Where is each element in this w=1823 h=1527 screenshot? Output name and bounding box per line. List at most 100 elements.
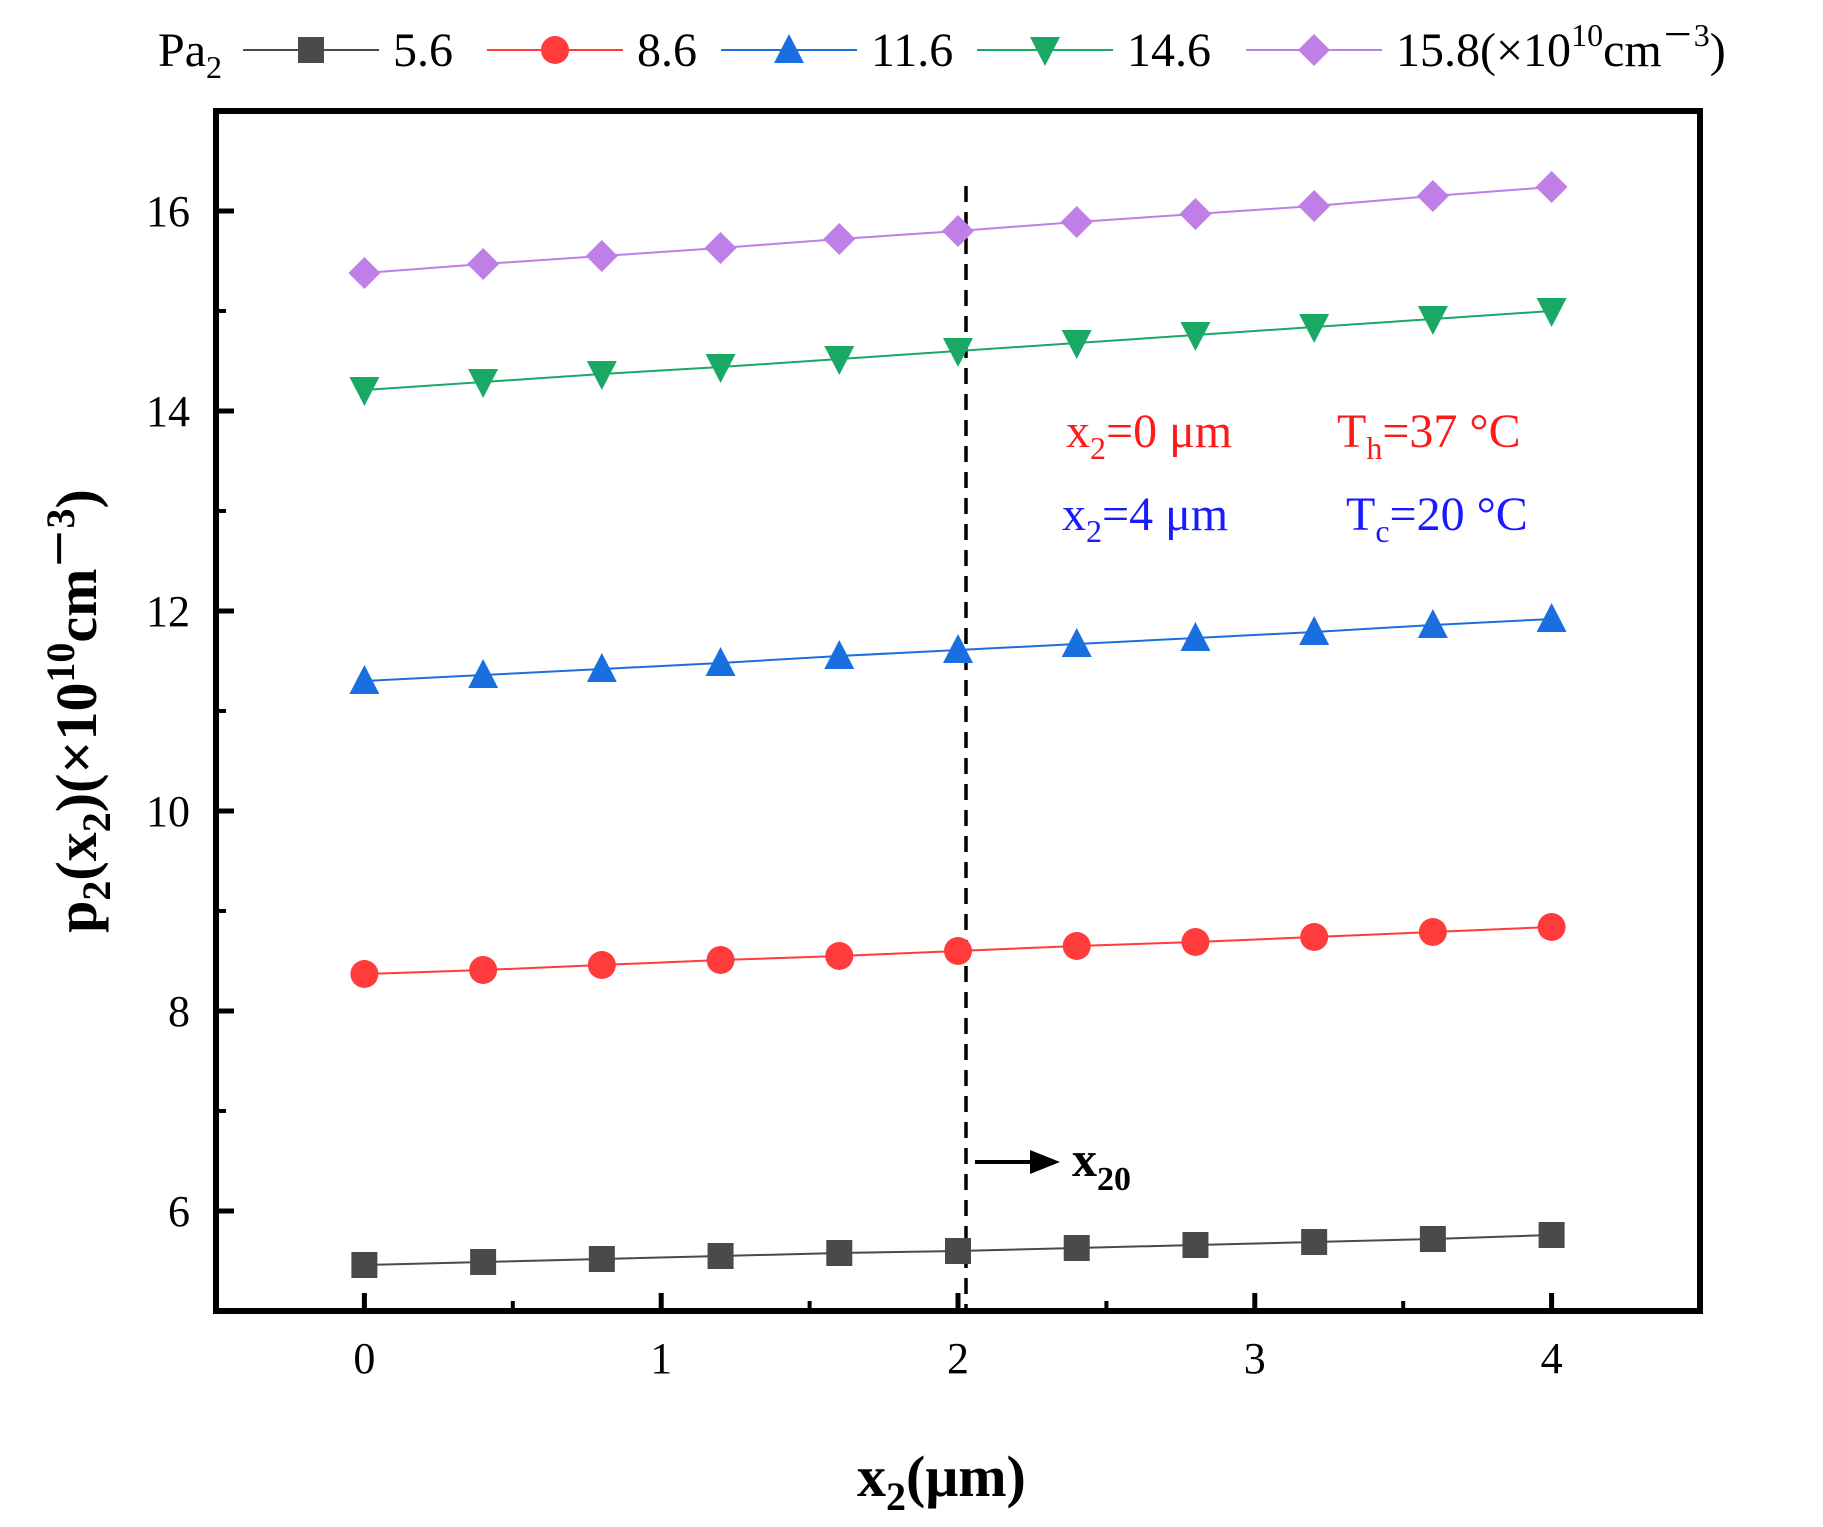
x-tick-label: 2: [947, 1334, 969, 1383]
data-point: [470, 1249, 497, 1275]
legend-entry-8.6: 8.6: [487, 24, 697, 77]
data-point: [351, 1252, 378, 1278]
legend-marker: [541, 36, 569, 64]
legend-marker: [1298, 34, 1330, 66]
data-point: [1537, 913, 1566, 941]
data-point: [1300, 923, 1329, 951]
x-tick-label: 3: [1244, 1334, 1266, 1383]
data-point: [1536, 603, 1567, 632]
data-point: [1538, 1222, 1565, 1248]
x20-arrow-head: [1030, 1150, 1060, 1174]
legend-label: 15.8(×1010cm－3): [1396, 17, 1726, 77]
data-point: [945, 1238, 971, 1264]
data-point: [1536, 298, 1567, 327]
data-point: [944, 937, 972, 965]
data-point: [1061, 628, 1092, 657]
data-point: [349, 377, 380, 406]
data-point: [350, 960, 379, 988]
data-point: [1060, 206, 1093, 238]
series-5.6: [351, 1222, 1565, 1278]
data-point: [1417, 306, 1448, 335]
legend-entry-11.6: 11.6: [721, 24, 953, 77]
y-tick-label: 10: [146, 787, 190, 836]
annotation-x2-end: x2=4 μm: [1062, 488, 1228, 549]
legend-label: 14.6: [1127, 24, 1211, 77]
data-point: [1417, 609, 1448, 638]
series-8.6: [350, 913, 1566, 988]
legend-marker: [1030, 37, 1060, 66]
data-point: [1062, 932, 1091, 960]
annotation-x2-start: x2=0 μm: [1066, 405, 1232, 466]
data-point: [349, 665, 380, 694]
data-point: [1179, 198, 1212, 230]
series-14.6: [349, 298, 1567, 406]
data-point: [705, 647, 736, 676]
data-point: [586, 361, 617, 390]
legend: Pa2 5.6 8.6 11.6 14.6 15.8(×1010cm－3): [158, 17, 1726, 85]
data-point: [942, 215, 974, 247]
y-tick-label: 8: [168, 987, 190, 1036]
data-point: [1299, 314, 1330, 343]
y-tick-label: 14: [146, 387, 190, 436]
series-11.6: [349, 603, 1567, 694]
data-point: [943, 338, 973, 367]
data-point: [943, 634, 973, 663]
data-point: [704, 232, 737, 264]
data-point: [468, 369, 499, 398]
legend-label: 8.6: [637, 24, 697, 77]
data-point: [469, 956, 498, 984]
x20-annotation: x20: [975, 1131, 1131, 1198]
y-tick-label: 12: [146, 587, 190, 636]
data-point: [585, 240, 618, 272]
data-point: [705, 354, 736, 383]
legend-marker: [298, 37, 324, 63]
annotation-tc: Tc=20 °C: [1346, 488, 1528, 549]
data-point: [1182, 1232, 1209, 1258]
data-point: [1416, 180, 1449, 212]
data-point: [824, 346, 855, 375]
data-point: [467, 248, 500, 280]
y-axis-title: p2(x2)(×1010cm－3): [38, 489, 119, 933]
data-point: [586, 653, 617, 682]
legend-label: 5.6: [393, 24, 453, 77]
legend-entry-14.6: 14.6: [977, 24, 1211, 77]
y-tick-label: 6: [168, 1187, 190, 1236]
y-tick-label: 16: [146, 187, 190, 236]
condition-annotations: x2=0 μm Th=37 °C x2=4 μm Tc=20 °C: [1062, 405, 1528, 549]
data-point: [1419, 1226, 1446, 1252]
data-point: [825, 942, 854, 970]
x20-label: x20: [1072, 1131, 1131, 1198]
series-15.8: [348, 171, 1568, 289]
legend-marker: [774, 34, 804, 63]
data-point: [1180, 622, 1211, 651]
data-point: [1418, 918, 1447, 946]
x-tick-label: 0: [353, 1334, 375, 1383]
data-point: [826, 1240, 853, 1266]
data-point: [587, 951, 616, 979]
data-point: [1063, 1235, 1090, 1261]
data-point: [1301, 1229, 1328, 1255]
legend-entry-15.8: 15.8(×1010cm－3): [1246, 17, 1726, 77]
data-point: [823, 223, 856, 255]
data-point: [588, 1246, 615, 1272]
data-point: [348, 257, 381, 289]
data-point: [1061, 330, 1092, 359]
x-tick-label: 4: [1541, 1334, 1563, 1383]
legend-label: 11.6: [871, 24, 953, 77]
x-tick-label: 1: [650, 1334, 672, 1383]
data-point: [1299, 616, 1330, 645]
data-point: [706, 946, 735, 974]
data-point: [468, 659, 499, 688]
data-point: [824, 640, 855, 669]
plot-frame: [213, 108, 1703, 1314]
data-point: [1180, 322, 1211, 351]
legend-title: Pa2: [158, 24, 222, 85]
legend-entry-5.6: 5.6: [243, 24, 453, 77]
data-point: [1181, 928, 1210, 956]
data-point: [1298, 190, 1331, 222]
annotation-th: Th=37 °C: [1337, 405, 1521, 466]
data-point: [1535, 171, 1568, 203]
data-point: [707, 1243, 734, 1269]
x-axis-title: x2(μm): [857, 1444, 1026, 1519]
